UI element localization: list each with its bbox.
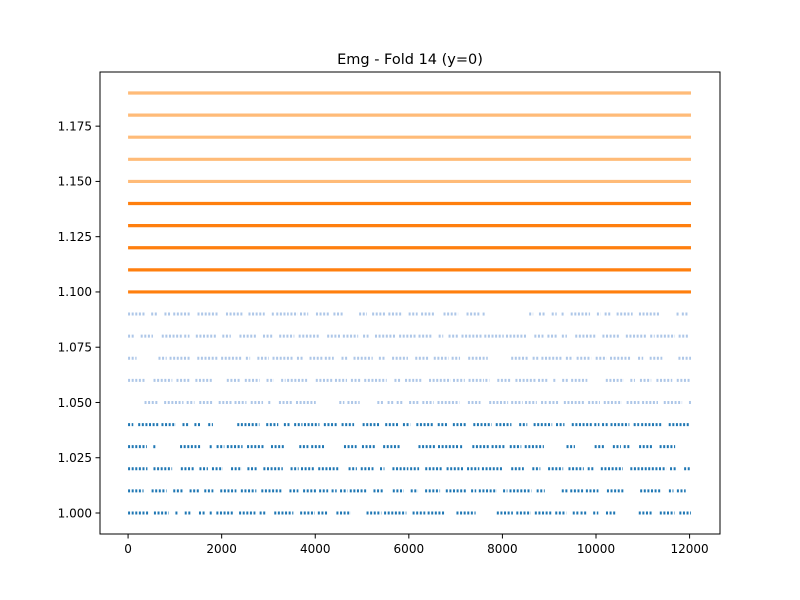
- x-axis: 0 2000 4000 6000 8000 10000 12000: [124, 534, 709, 556]
- x-tick-label: 10000: [577, 542, 615, 556]
- y-tick-label: 1.050: [58, 396, 92, 410]
- y-tick-label: 1.075: [58, 341, 92, 355]
- y-tick-label: 1.000: [58, 506, 92, 520]
- data-points: [128, 91, 691, 515]
- y-tick-label: 1.150: [58, 175, 92, 189]
- y-axis: 1.000 1.025 1.050 1.075 1.100 1.125 1.150 1.175: [58, 119, 100, 520]
- y-tick-label: 1.175: [58, 119, 92, 133]
- x-tick-label: 6000: [394, 542, 425, 556]
- chart-title: Emg - Fold 14 (y=0): [337, 52, 483, 68]
- x-tick-label: 0: [124, 542, 132, 556]
- x-tick-label: 2000: [206, 542, 237, 556]
- x-tick-label: 8000: [487, 542, 518, 556]
- y-tick-label: 1.125: [58, 230, 92, 244]
- plot-frame: [99, 71, 721, 535]
- x-tick-label: 12000: [670, 542, 708, 556]
- y-tick-label: 1.100: [58, 285, 92, 299]
- y-tick-label: 1.025: [58, 451, 92, 465]
- x-tick-label: 4000: [300, 542, 331, 556]
